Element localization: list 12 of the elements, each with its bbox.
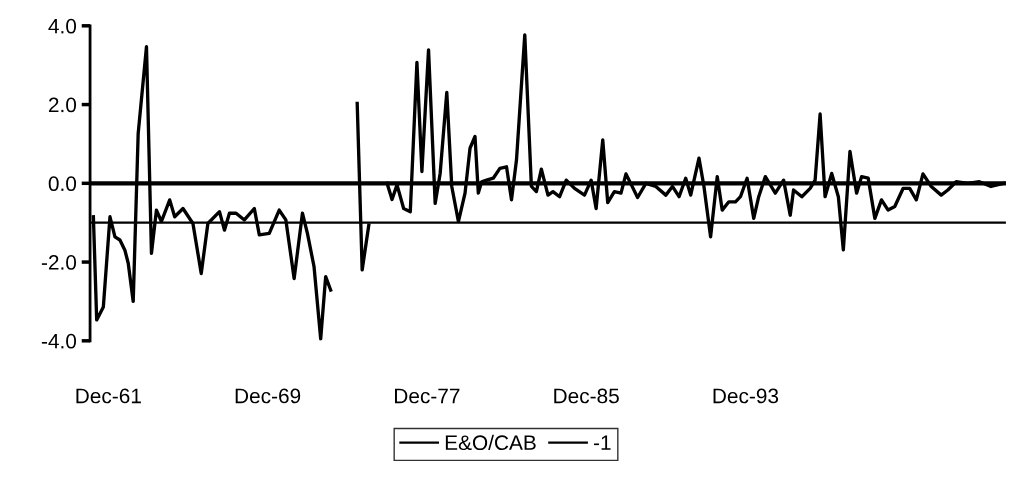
y-tick-label: -2.0 bbox=[41, 255, 77, 270]
y-tick-label: 2.0 bbox=[48, 97, 77, 113]
x-tick-label: Dec-93 bbox=[713, 388, 779, 404]
y-tick-label: 0.0 bbox=[48, 176, 77, 192]
x-tick-label: Dec-85 bbox=[554, 388, 619, 404]
y-tick-label: 4.0 bbox=[48, 18, 77, 34]
y-tick-label: -4.0 bbox=[41, 333, 77, 349]
x-tick-label: Dec-77 bbox=[395, 388, 460, 404]
x-tick-label: Dec-61 bbox=[76, 388, 141, 404]
legend-label: E&O/CAB bbox=[445, 434, 536, 451]
x-tick-label: Dec-69 bbox=[235, 388, 301, 404]
legend-label: -1 bbox=[593, 435, 611, 450]
